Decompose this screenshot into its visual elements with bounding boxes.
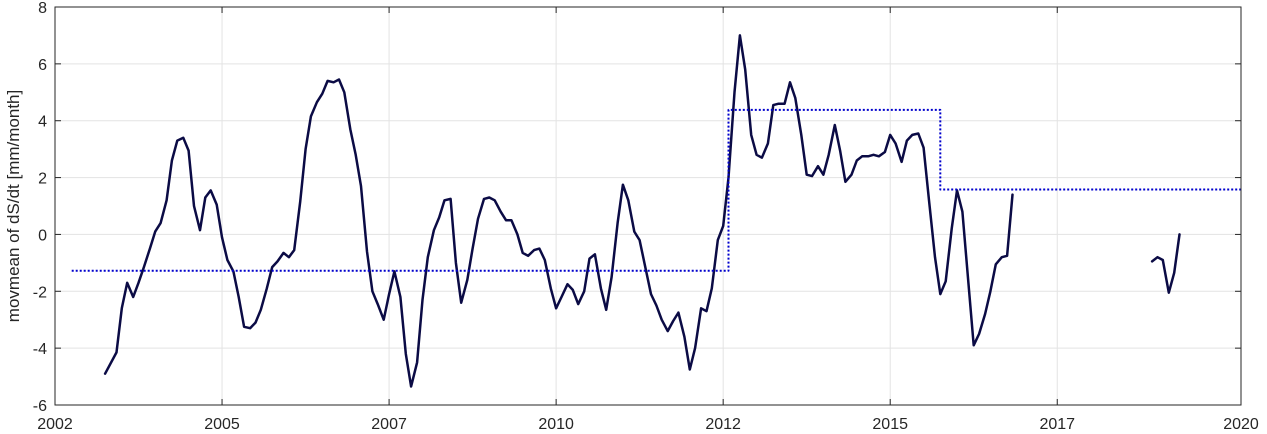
x-tick-label: 2002 [37,416,73,433]
y-tick-label: 2 [38,171,47,188]
x-tick-label: 2005 [204,416,240,433]
movmean-series-segment-0 [103,34,1014,388]
grid-lines [55,7,1241,405]
series-group [71,34,1241,388]
x-tick-label: 2012 [705,416,741,433]
x-tick-label: 2010 [538,416,574,433]
x-tick-label: 2020 [1223,416,1259,433]
y-tick-label: 4 [38,114,47,131]
x-tick-label: 2007 [371,416,407,433]
y-tick-label: -4 [33,341,47,358]
y-tick-label: 0 [38,227,47,244]
x-tick-label: 2015 [872,416,908,433]
y-tick-label: -6 [33,398,47,415]
plot-area-border [54,6,1242,406]
movmean-series-segment-1 [1150,233,1181,294]
x-tick-label: 2017 [1039,416,1075,433]
y-axis-label: movmean of dS/dt [mm/month] [4,90,23,322]
dotted-step-series-segment-0 [71,108,1241,272]
y-tick-label: 6 [38,57,47,74]
y-tick-label: 8 [38,0,47,17]
y-tick-label: -2 [33,284,47,301]
axis-ticks: -6 -4 -2 0 2 4 6 8 2002 2005 2007 2010 2012 2015 2017 2… [33,0,1259,433]
